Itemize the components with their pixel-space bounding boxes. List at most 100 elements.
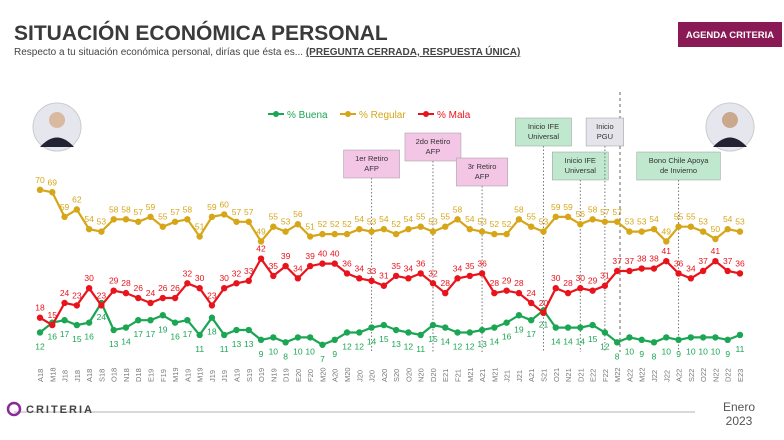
data-label: 59 — [60, 202, 70, 212]
x-tick-label: M19 — [196, 367, 205, 382]
data-point — [196, 285, 203, 292]
data-label: 13 — [391, 339, 401, 349]
data-label: 57 — [134, 207, 144, 217]
data-label: 29 — [109, 276, 119, 286]
x-tick-label: N21 — [564, 368, 573, 382]
data-label: 10 — [625, 346, 635, 356]
data-label: 55 — [674, 212, 684, 222]
annotation-text: de Invierno — [660, 166, 697, 175]
data-point — [135, 316, 142, 324]
data-label: 36 — [477, 258, 487, 268]
data-label: 52 — [391, 219, 401, 229]
annotation-text: Inicio IFE — [565, 156, 596, 165]
subtitle: Respecto a tu situación económica person… — [14, 45, 520, 58]
data-label: 39 — [281, 251, 291, 261]
legend-label: % Regular — [359, 110, 406, 121]
x-tick-label: O22 — [699, 368, 708, 382]
x-tick-label: J19 — [208, 370, 217, 382]
data-point — [638, 265, 645, 272]
data-label: 11 — [736, 344, 745, 354]
data-label: 53 — [539, 217, 549, 227]
data-label: 17 — [146, 329, 156, 339]
chart-title: SITUACIÓN ECONÓMICA PERSONAL — [14, 21, 388, 45]
data-label: 49 — [256, 226, 266, 236]
data-point — [626, 334, 633, 341]
data-point — [712, 257, 719, 265]
annotation-text: Bono Chile Apoya — [649, 156, 709, 165]
data-label: 15 — [48, 310, 58, 320]
data-point — [147, 213, 154, 221]
data-label: 50 — [711, 224, 721, 234]
x-tick-label: J20 — [368, 370, 377, 382]
data-label: 69 — [48, 177, 58, 187]
data-label: 10 — [662, 346, 672, 356]
data-point — [159, 294, 166, 302]
x-tick-label: O19 — [257, 368, 266, 382]
data-point — [49, 189, 56, 196]
data-label: 36 — [342, 258, 352, 268]
data-label: 40 — [330, 249, 340, 259]
data-point — [564, 213, 572, 221]
data-label: 42 — [256, 244, 266, 254]
data-label: 54 — [404, 214, 414, 224]
data-point — [356, 275, 363, 282]
annotation-text: Inicio IFE — [528, 122, 559, 131]
data-point — [405, 329, 412, 336]
data-point — [687, 275, 695, 282]
data-label: 34 — [293, 263, 303, 273]
data-label: 12 — [342, 341, 352, 351]
data-point — [196, 331, 203, 339]
x-tick-label: S21 — [539, 369, 548, 382]
data-label: 54 — [379, 214, 389, 224]
legend-marker — [273, 111, 279, 117]
data-label: 57 — [600, 207, 610, 217]
data-point — [135, 218, 142, 225]
data-label: 56 — [293, 209, 303, 219]
data-point — [626, 228, 633, 235]
data-label: 57 — [232, 207, 242, 217]
data-label: 26 — [158, 283, 168, 293]
data-label: 24 — [97, 312, 107, 322]
data-point — [503, 287, 510, 294]
data-label: 19 — [514, 324, 524, 334]
data-point — [405, 275, 412, 282]
data-label: 19 — [158, 324, 168, 334]
data-point — [110, 326, 117, 334]
x-tick-label: F19 — [159, 369, 168, 382]
data-point — [552, 285, 559, 292]
data-label: 17 — [526, 329, 536, 339]
x-tick-label: M20 — [343, 367, 352, 382]
data-label: 9 — [639, 349, 644, 359]
data-label: 55 — [158, 212, 168, 222]
data-label: 52 — [318, 219, 328, 229]
data-point — [294, 221, 302, 228]
annotation-text: AFP — [364, 164, 379, 173]
data-point — [392, 326, 400, 334]
data-label: 9 — [676, 349, 681, 359]
x-tick-label: E21 — [441, 369, 450, 382]
data-point — [85, 225, 93, 233]
annotation-box — [515, 117, 572, 147]
data-label: 57 — [244, 207, 254, 217]
portrait-left-body — [40, 137, 74, 147]
data-label: 14 — [490, 337, 500, 347]
data-label: 55 — [526, 212, 536, 222]
data-point — [675, 223, 682, 230]
data-point — [73, 321, 81, 329]
data-label: 28 — [121, 278, 131, 288]
data-label: 35 — [465, 261, 475, 271]
x-tick-label: F22 — [601, 369, 610, 382]
data-point — [36, 329, 44, 336]
data-label: 57 — [612, 207, 622, 217]
data-point — [306, 262, 314, 270]
annotation-text: Inicio — [596, 122, 614, 131]
data-label: 58 — [453, 204, 463, 214]
data-point — [442, 223, 449, 230]
data-label: 10 — [711, 346, 721, 356]
data-label: 55 — [269, 212, 279, 222]
data-label: 8 — [652, 351, 657, 361]
data-label: 10 — [269, 346, 279, 356]
data-label: 17 — [183, 329, 193, 339]
data-label: 13 — [109, 339, 119, 349]
data-label: 29 — [502, 276, 512, 286]
